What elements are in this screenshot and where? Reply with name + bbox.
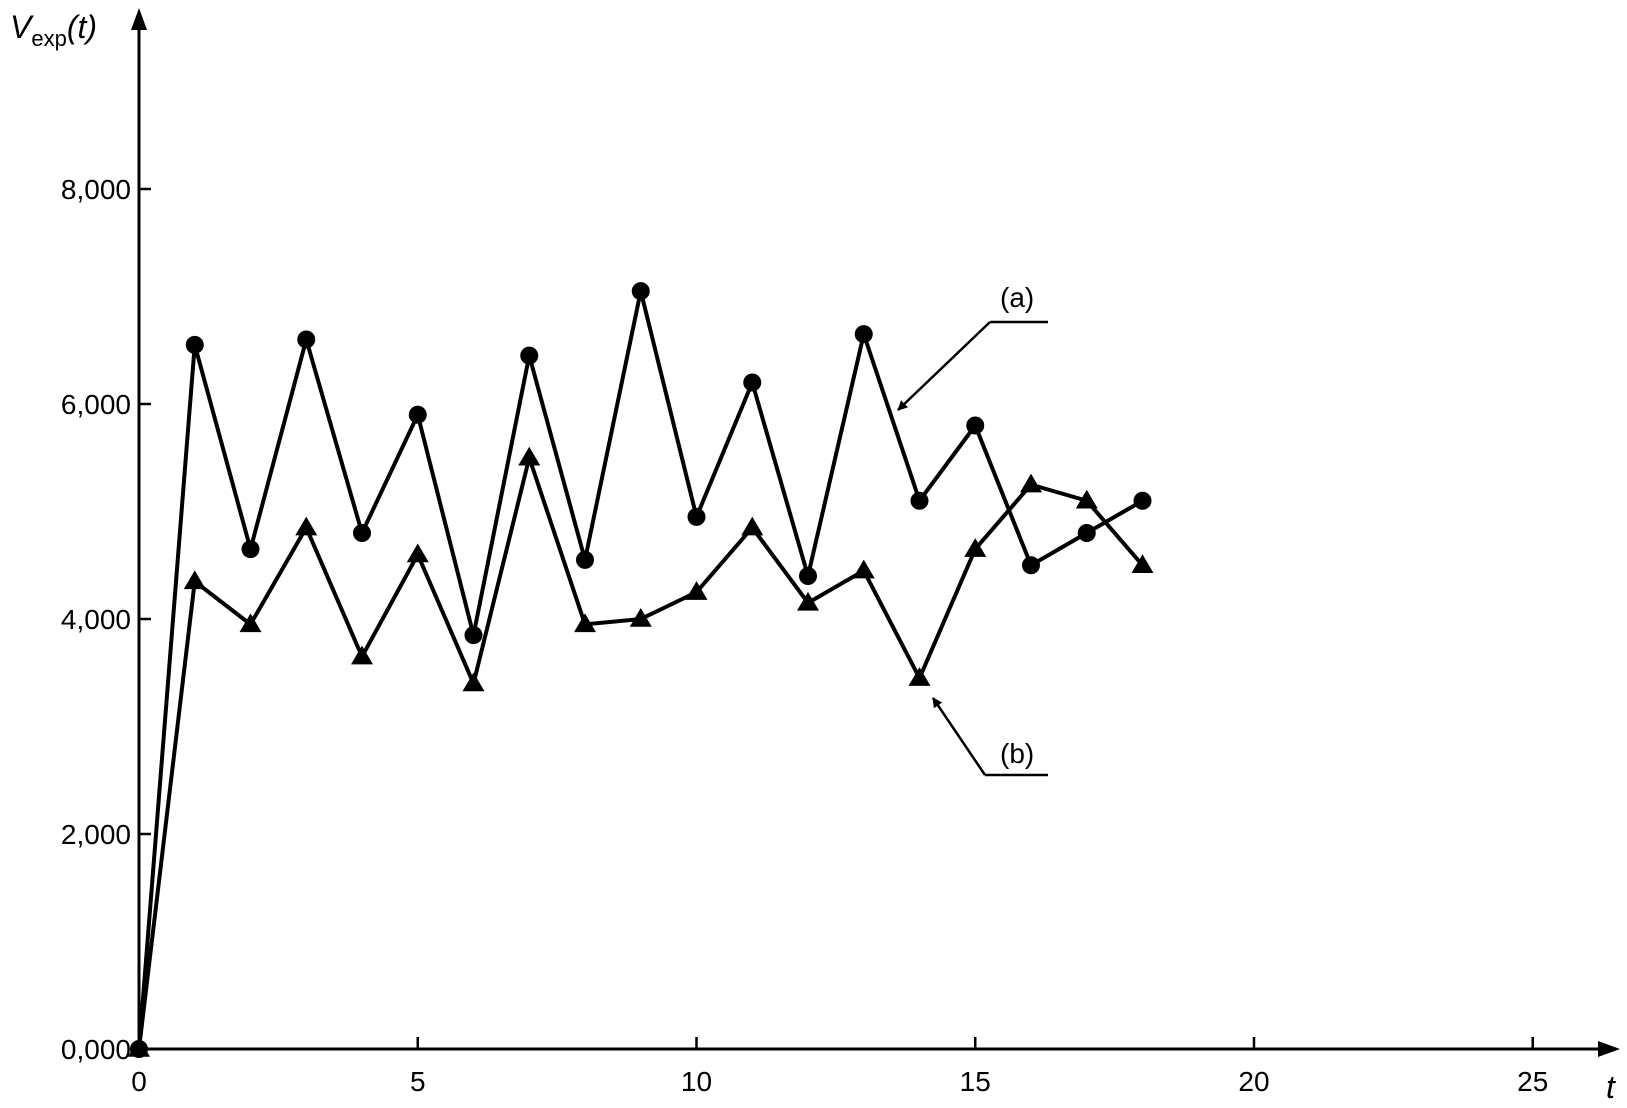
series-a-point	[854, 325, 873, 344]
series-a-point	[631, 282, 650, 301]
series-b-point	[964, 538, 987, 557]
x-tick-label: 5	[410, 1066, 426, 1097]
y-axis-title: Vexp(t)	[10, 9, 97, 51]
y-tick-label: 0,000	[61, 1034, 131, 1065]
ticks: 0 5 10 15 20 25 0,000 2,000 4,000 6,000 8,000	[61, 174, 1548, 1097]
series-layer	[128, 282, 1154, 1058]
y-tick-label: 2,000	[61, 819, 131, 850]
series-b-point	[239, 613, 262, 633]
series-b-point	[183, 570, 206, 590]
x-tick-label: 15	[960, 1066, 991, 1097]
series-b-point	[741, 516, 764, 536]
annotation-b-leader	[931, 697, 987, 776]
annotation-a-label: (a)	[1000, 282, 1034, 313]
series-a-point	[297, 330, 316, 349]
x-tick-label: 25	[1517, 1066, 1548, 1097]
series-a-point	[799, 567, 817, 585]
series-b-point	[629, 608, 652, 627]
axes	[131, 8, 1620, 1057]
y-tick-label: 6,000	[61, 389, 131, 420]
series-b-point	[685, 581, 708, 600]
x-axis-title: t	[1606, 1069, 1616, 1105]
x-tick-label: 20	[1238, 1066, 1269, 1097]
y-tick-label: 4,000	[61, 604, 131, 635]
series-a-point	[520, 346, 539, 365]
series-a-point	[1022, 556, 1040, 575]
series-b-point	[518, 446, 541, 466]
annotation-a: (a)	[897, 282, 1048, 411]
y-tick-label: 8,000	[61, 174, 131, 205]
series-a-point	[687, 507, 706, 526]
series-a-point	[241, 540, 260, 559]
series-b-line	[137, 450, 1145, 1050]
series-b-point	[128, 1038, 150, 1057]
series-a-point	[464, 626, 483, 645]
annotation-a-leader	[897, 321, 991, 411]
y-axis-arrow	[131, 8, 147, 30]
series-b	[128, 446, 1154, 1057]
series-a-line	[137, 290, 1144, 1050]
series-a-point	[1133, 491, 1152, 510]
x-tick-label: 10	[681, 1066, 712, 1097]
series-a-point	[353, 524, 371, 542]
series-b-point	[462, 672, 485, 692]
series-a-point	[408, 405, 427, 424]
series-b-point	[908, 667, 931, 686]
series-a-point	[185, 335, 204, 354]
x-axis-arrow	[1598, 1041, 1620, 1057]
series-b-point	[1131, 554, 1154, 573]
series-b-point	[574, 613, 596, 633]
series-a-point	[576, 550, 594, 569]
annotation-b-label: (b)	[1000, 738, 1034, 769]
series-b-point	[1020, 473, 1042, 493]
series-a-point	[966, 416, 985, 435]
series-a-point	[743, 373, 762, 392]
series-b-point	[295, 516, 318, 536]
annotation-b: (b)	[931, 697, 1048, 777]
series-b-point	[351, 645, 373, 665]
series-a	[130, 282, 1152, 1058]
series-b-point	[1075, 489, 1098, 509]
series-b-point	[852, 559, 875, 579]
series-b-point	[406, 543, 429, 563]
x-tick-label: 0	[131, 1066, 147, 1097]
series-a-point	[910, 491, 929, 510]
series-b-point	[797, 591, 819, 611]
series-a-point	[1077, 524, 1096, 542]
